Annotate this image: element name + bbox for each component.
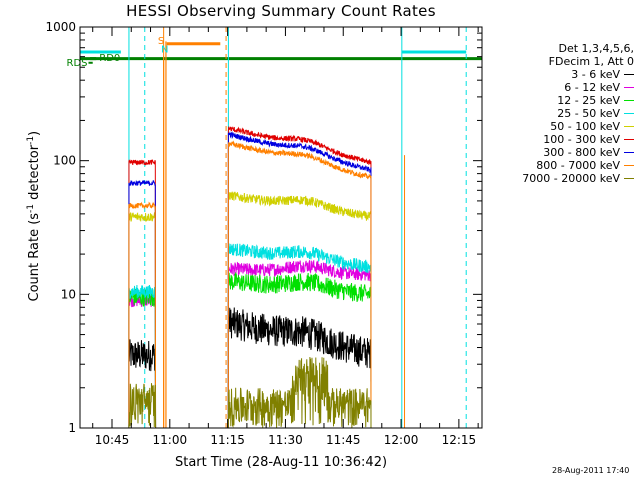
series-line-12-25-kev-interval-2 <box>227 271 372 428</box>
x-tick-label: 11:00 <box>153 433 188 447</box>
chart-title: HESSI Observing Summary Count Rates <box>126 2 436 20</box>
series-line-300-800-kev-interval-1 <box>128 179 157 428</box>
x-tick-label: 12:00 <box>384 433 419 447</box>
legend-swatch <box>624 100 634 101</box>
timestamp: 28-Aug-2011 17:40 <box>552 466 630 475</box>
legend-item: 800 - 7000 keV <box>490 159 636 172</box>
x-tick-label: 11:30 <box>268 433 303 447</box>
series-line-300-800-kev-interval-2 <box>227 131 372 428</box>
legend-item-label: 3 - 6 keV <box>571 68 620 81</box>
legend-item-label: 25 - 50 keV <box>557 107 620 120</box>
legend-item: 3 - 6 keV <box>490 68 636 81</box>
x-tick-label: 11:15 <box>210 433 245 447</box>
series-line-100-300-kev-interval-1 <box>128 159 157 428</box>
legend-item: 50 - 100 keV <box>490 120 636 133</box>
legend-swatch <box>624 165 634 166</box>
series-line-3-6-kev-interval-2 <box>227 307 372 428</box>
series-line-800-7000-kev-interval-1 <box>128 201 157 428</box>
series-line-6-12-kev-interval-1 <box>128 293 157 428</box>
series-line-50-100-kev-interval-1 <box>128 212 157 428</box>
legend-header-line-2: FDecim 1, Att 0 <box>548 55 634 68</box>
legend-swatch <box>624 74 634 75</box>
series-line-100-300-kev-interval-2 <box>227 126 372 428</box>
series-line-25-50-kev-interval-2 <box>227 243 372 428</box>
legend-swatch <box>624 113 634 114</box>
y-tick-label: 1 <box>68 421 76 435</box>
legend-swatch <box>624 178 634 179</box>
y-tick-label: 10 <box>61 287 76 301</box>
legend-header-line-1: Det 1,3,4,5,6, <box>558 42 634 55</box>
legend-swatch <box>624 126 634 127</box>
legend-item: 300 - 800 keV <box>490 146 636 159</box>
series-line-7000-20000-kev-interval-1 <box>128 383 157 428</box>
legend-item: 100 - 300 keV <box>490 133 636 146</box>
series-line-800-7000-kev-interval-2 <box>227 140 372 428</box>
legend-swatch <box>624 87 634 88</box>
x-axis-label: Start Time (28-Aug-11 10:36:42) <box>174 455 388 470</box>
legend-swatch <box>624 152 634 153</box>
night-flag-label: N <box>161 45 168 56</box>
legend-item: 25 - 50 keV <box>490 107 636 120</box>
rds-flag-label: RDS <box>67 58 88 69</box>
saa-flag-label: S <box>158 36 164 47</box>
x-tick-label: 12:15 <box>442 433 477 447</box>
legend-item: 7000 - 20000 keV <box>490 172 636 185</box>
legend: Det 1,3,4,5,6, FDecim 1, Att 0 3 - 6 keV… <box>490 42 636 185</box>
series-line-3-6-kev-interval-1 <box>128 339 157 428</box>
legend-item-label: 6 - 12 keV <box>564 81 620 94</box>
series-line-6-12-kev-interval-2 <box>227 260 372 428</box>
legend-item: 6 - 12 keV <box>490 81 636 94</box>
legend-item-label: 300 - 800 keV <box>543 146 620 159</box>
plot-frame <box>79 26 483 429</box>
legend-item-label: 50 - 100 keV <box>550 120 620 133</box>
legend-swatch <box>624 139 634 140</box>
y-axis-label: Count Rate (s-1 detector-1) <box>25 130 43 302</box>
series-line-50-100-kev-interval-2 <box>227 191 372 428</box>
legend-item-label: 100 - 300 keV <box>543 133 620 146</box>
rd0-flag-label: RD0 <box>99 53 120 64</box>
legend-item-label: 7000 - 20000 keV <box>522 172 620 185</box>
legend-item-label: 800 - 7000 keV <box>536 159 620 172</box>
x-tick-label: 10:45 <box>95 433 130 447</box>
x-tick-label: 11:45 <box>326 433 361 447</box>
y-tick-label: 1000 <box>45 20 76 34</box>
legend-item-label: 12 - 25 keV <box>557 94 620 107</box>
series-line-7000-20000-kev-interval-2 <box>227 357 372 428</box>
y-tick-label: 100 <box>53 154 76 168</box>
series-line-25-50-kev-interval-1 <box>128 284 157 428</box>
legend-item: 12 - 25 keV <box>490 94 636 107</box>
